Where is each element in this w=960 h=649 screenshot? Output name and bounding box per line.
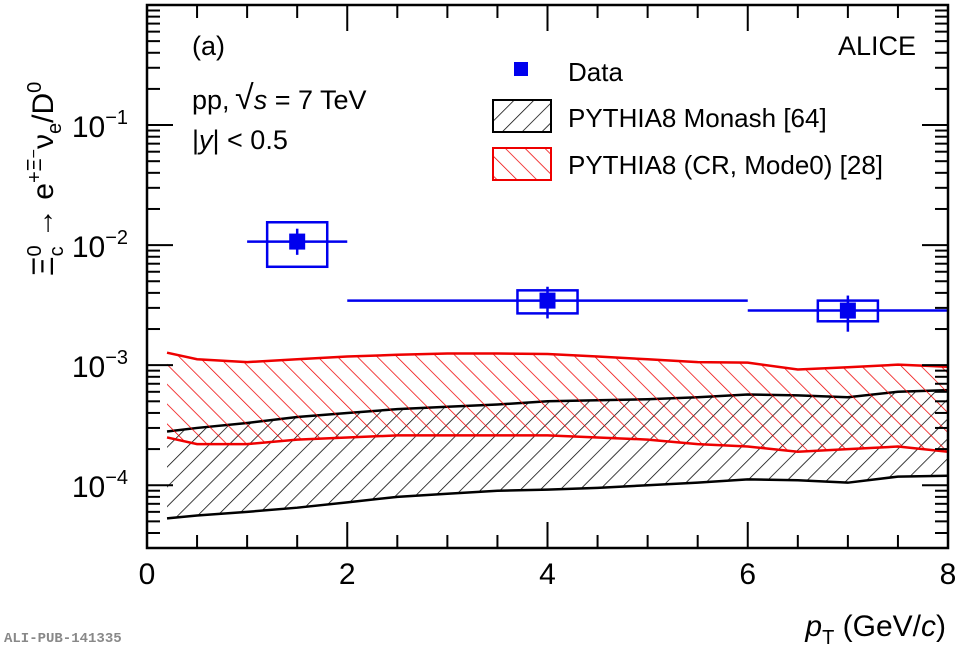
y-tick-label: 10−3 bbox=[72, 347, 128, 384]
legend: Data PYTHIA8 Monash [64] PYTHIA8 (CR, Mo… bbox=[492, 57, 883, 181]
panel-label: (a) bbox=[192, 31, 225, 61]
y-tick-label: 10−2 bbox=[72, 227, 128, 264]
data-sys-box bbox=[265, 221, 329, 269]
cr-band-lower bbox=[166, 434, 948, 454]
data-point bbox=[839, 302, 856, 319]
model-bands bbox=[166, 351, 948, 520]
data-point bbox=[539, 292, 556, 309]
x-tick-label: 4 bbox=[539, 558, 556, 591]
system-label: pp, √s = 7 TeV bbox=[192, 79, 367, 117]
x-tick-label: 8 bbox=[940, 558, 957, 591]
cr-band-fill bbox=[167, 352, 948, 452]
y-axis-ticks: 10−4 10−3 10−2 10−1 bbox=[72, 4, 948, 549]
legend-swatch-cr bbox=[492, 147, 552, 181]
legend-swatch-monash bbox=[492, 99, 552, 133]
legend-label-monash: PYTHIA8 Monash [64] bbox=[568, 103, 827, 133]
data-points bbox=[247, 221, 948, 332]
data-sys-box bbox=[816, 299, 880, 323]
x-tick-label: 2 bbox=[339, 558, 356, 591]
data-point bbox=[289, 233, 306, 250]
rapidity-label: |y| < 0.5 bbox=[192, 125, 288, 155]
data-sys-box bbox=[516, 289, 579, 315]
x-axis-ticks: 0 2 4 6 8 bbox=[139, 5, 957, 591]
monash-band-lower bbox=[166, 474, 948, 520]
x-tick-label: 0 bbox=[139, 558, 156, 591]
legend-marker-data bbox=[514, 62, 528, 76]
x-axis-label: pT (GeV/c) bbox=[804, 610, 946, 649]
x-tick-label: 6 bbox=[739, 558, 756, 591]
legend-label-cr: PYTHIA8 (CR, Mode0) [28] bbox=[568, 150, 883, 180]
cr-band-upper bbox=[166, 351, 948, 371]
publication-id: ALI-PUB-141335 bbox=[4, 631, 122, 647]
legend-label-data: Data bbox=[568, 57, 623, 87]
y-tick-label: 10−1 bbox=[72, 107, 128, 144]
y-axis-label: Ξ0c → e+Ξ−νe/D0 bbox=[24, 82, 68, 276]
y-tick-label: 10−4 bbox=[72, 467, 128, 504]
experiment-label: ALICE bbox=[838, 31, 916, 61]
